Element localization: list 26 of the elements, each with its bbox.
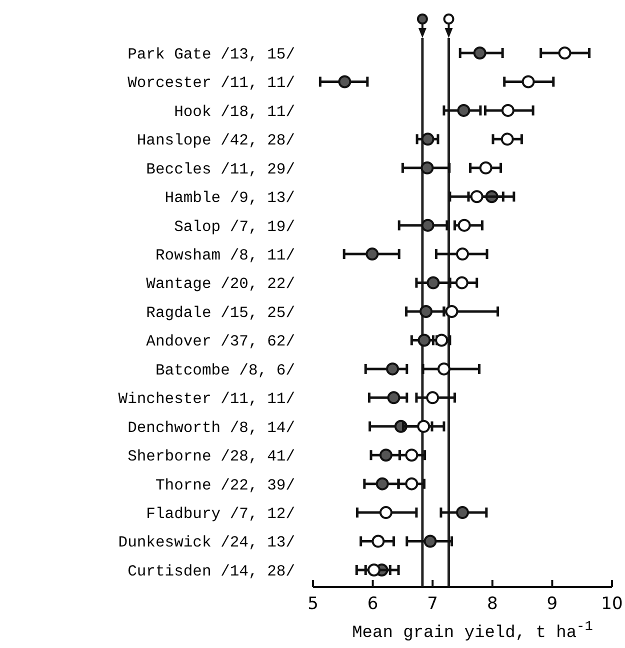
x-tick-label: 7 [427, 594, 438, 614]
y-tick-label: Hanslope /42, 28/ [136, 132, 295, 150]
x-axis-title: Mean grain yield, t ha$^{-1}$ [352, 620, 593, 643]
y-tick-label: Dunkeswick /24, 13/ [118, 534, 295, 552]
y-tick-label: Hook /18, 11/ [174, 102, 295, 121]
y-tick-label: Sherborne /28, 41/ [128, 448, 295, 466]
y-tick-label: Hamble /9, 13/ [164, 189, 295, 208]
y-tick-label: Rowsham /8, 11/ [155, 246, 295, 264]
y-tick-label: Andover /37, 62/ [146, 332, 295, 351]
x-tick-label: 10 [601, 594, 623, 614]
y-tick-label: Worcester /11, 11/ [128, 74, 295, 92]
x-tick-label: 5 [308, 594, 318, 614]
y-tick-label: Beccles /11, 29/ [146, 160, 295, 178]
y-tick-label: Batcombe /8, 6/ [155, 361, 295, 380]
x-tick-label: 6 [367, 594, 378, 614]
y-tick-label: Park Gate /13, 15/ [128, 45, 295, 64]
y-tick-label: Fladbury /7, 12/ [146, 504, 295, 523]
x-tick-label: 8 [486, 594, 498, 614]
y-tick-label: Curtisden /14, 28/ [128, 562, 295, 580]
y-tick-label: Winchester /11, 11/ [118, 390, 295, 408]
y-tick-label: Ragdale /15, 25/ [146, 304, 295, 322]
y-tick-label: Denchworth /8, 14/ [128, 418, 295, 437]
x-tick-label: 9 [546, 594, 558, 614]
y-tick-label: Thorne /22, 39/ [155, 476, 295, 494]
y-tick-label: Wantage /20, 22/ [146, 275, 295, 294]
y-tick-label: Salop /7, 19/ [174, 218, 295, 236]
